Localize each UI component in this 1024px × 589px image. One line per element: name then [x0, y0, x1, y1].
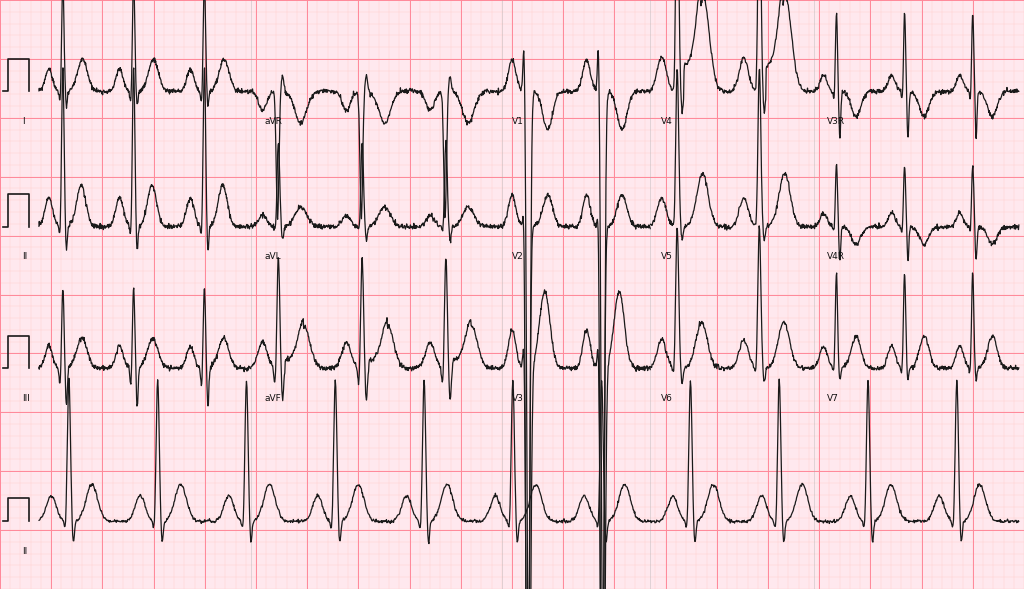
Text: V4R: V4R: [827, 252, 846, 261]
Text: III: III: [23, 393, 31, 402]
Text: V1: V1: [512, 117, 524, 125]
Text: aVF: aVF: [264, 393, 281, 402]
Text: aVL: aVL: [264, 252, 281, 261]
Text: V5: V5: [660, 252, 673, 261]
Text: aVR: aVR: [264, 117, 282, 125]
Text: V6: V6: [660, 393, 673, 402]
Text: V3: V3: [512, 393, 524, 402]
Text: II: II: [23, 547, 28, 555]
Text: II: II: [23, 252, 28, 261]
Text: V3R: V3R: [827, 117, 846, 125]
Text: V7: V7: [827, 393, 840, 402]
Text: V2: V2: [512, 252, 523, 261]
Text: V4: V4: [660, 117, 672, 125]
Text: I: I: [23, 117, 26, 125]
